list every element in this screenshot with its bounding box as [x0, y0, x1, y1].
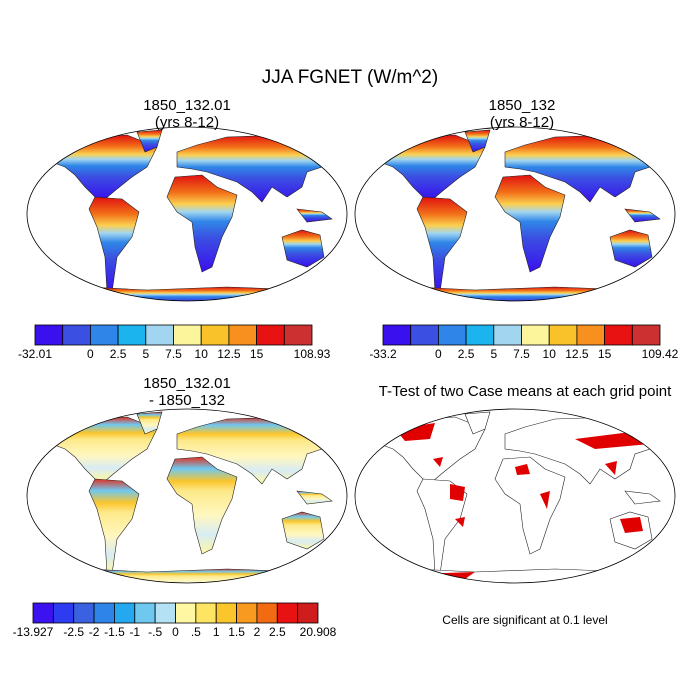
colorbar-label: 108.93 — [294, 347, 331, 361]
colorbar-label: 7.5 — [165, 347, 182, 361]
colorbar-label: 7.5 — [513, 347, 530, 361]
colorbar-box — [90, 324, 119, 346]
colorbar-label: 12.5 — [217, 347, 241, 361]
colorbar-label: 15 — [598, 347, 612, 361]
colorbar-label: 0 — [172, 625, 179, 639]
colorbar-label: 1.5 — [228, 625, 245, 639]
colorbar-box — [283, 324, 313, 346]
colorbar-label: 0 — [435, 347, 442, 361]
colorbar-label: 10 — [543, 347, 557, 361]
colorbar-box — [93, 602, 115, 624]
colorbar-box — [228, 324, 257, 346]
colorbar-box — [576, 324, 606, 346]
colorbar-box — [34, 324, 64, 346]
colorbar-box — [521, 324, 550, 346]
colorbar-box — [604, 324, 633, 346]
colorbar-label: 10 — [195, 347, 209, 361]
colorbar-box — [134, 602, 156, 624]
colorbar-label: -.5 — [148, 625, 162, 639]
colorbar-label: -1 — [129, 625, 140, 639]
panel-title: 1850_132 — [489, 97, 556, 114]
colorbar-box — [236, 602, 258, 624]
colorbar-label: 20.908 — [300, 625, 337, 639]
colorbar-box — [52, 602, 75, 624]
colorbar-box — [631, 324, 661, 346]
panel-title: - 1850_132 — [149, 392, 225, 409]
panel-title: 1850_132.01 — [143, 97, 231, 114]
colorbar-box — [437, 324, 467, 346]
colorbar-box — [256, 602, 278, 624]
colorbar-box — [493, 324, 522, 346]
colorbar-box — [465, 324, 495, 346]
colorbar-label: 5 — [142, 347, 149, 361]
colorbar-label: 12.5 — [565, 347, 589, 361]
colorbar-label: 2.5 — [458, 347, 475, 361]
colorbar-label: 5 — [490, 347, 497, 361]
colorbar-label: -2 — [89, 625, 100, 639]
figure-title: JJA FGNET (W/m^2) — [262, 67, 438, 88]
panel-title: 1850_132.01 — [143, 375, 231, 392]
map — [26, 408, 348, 584]
colorbar-box — [548, 324, 578, 346]
map — [354, 126, 676, 302]
colorbar-box — [145, 324, 174, 346]
colorbar-box — [117, 324, 147, 346]
colorbar-box — [175, 602, 197, 624]
map — [26, 126, 348, 302]
colorbar-label: 0 — [87, 347, 94, 361]
colorbar-box — [173, 324, 202, 346]
colorbar-box — [276, 602, 299, 624]
colorbar-box — [297, 602, 319, 624]
colorbar-label: .5 — [191, 625, 201, 639]
colorbar-label: -13.927 — [13, 625, 54, 639]
colorbar-label: -33.2 — [369, 347, 397, 361]
map — [354, 408, 676, 584]
panel-title: (yrs 8-12) — [490, 114, 554, 131]
colorbar-box — [114, 602, 136, 624]
colorbar-box — [195, 602, 217, 624]
colorbar-box — [32, 602, 54, 624]
colorbar-label: 109.42 — [642, 347, 679, 361]
colorbar-label: 2.5 — [110, 347, 127, 361]
colorbar-label: 2 — [254, 625, 261, 639]
colorbar-box — [215, 602, 237, 624]
colorbar-label: 15 — [250, 347, 264, 361]
note: Cells are significant at 0.1 level — [442, 613, 607, 627]
colorbar-box — [200, 324, 230, 346]
colorbar-box — [73, 602, 95, 624]
colorbar-box — [62, 324, 91, 346]
colorbar-box — [256, 324, 285, 346]
colorbar-box — [382, 324, 412, 346]
colorbar-label: -2.5 — [63, 625, 84, 639]
colorbar-box — [154, 602, 176, 624]
colorbar-box — [410, 324, 439, 346]
panel-title: T-Test of two Case means at each grid po… — [379, 383, 672, 400]
panel-title: (yrs 8-12) — [155, 114, 219, 131]
colorbar-label: -32.01 — [18, 347, 52, 361]
colorbar-label: -1.5 — [104, 625, 125, 639]
colorbar-label: 1 — [213, 625, 220, 639]
colorbar-label: 2.5 — [269, 625, 286, 639]
